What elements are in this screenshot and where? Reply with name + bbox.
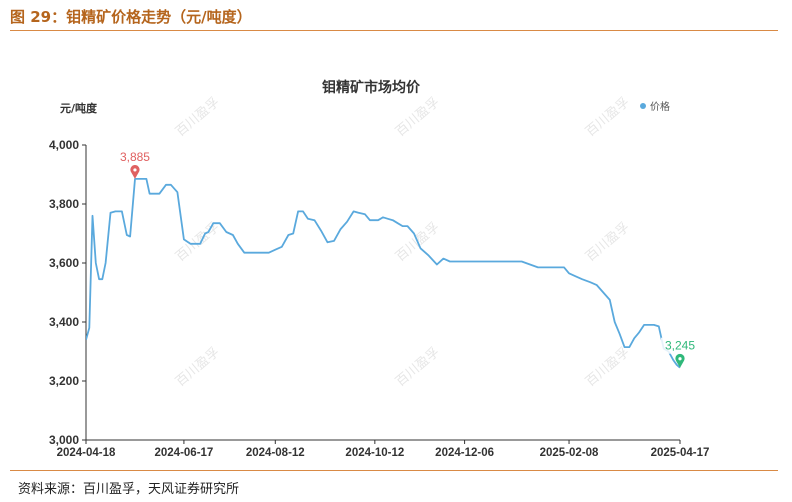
bottom-divider <box>10 470 778 471</box>
x-tick-label: 2024-04-18 <box>57 447 116 459</box>
annotations: 3,885 3,245 <box>115 148 699 368</box>
watermark-text: 百川盈孚 <box>393 95 442 140</box>
source-note: 资料来源：百川盈孚，天风证券研究所 <box>18 482 240 497</box>
y-axis-ticks: 3,000 3,200 3,400 3,600 3,800 4,000 <box>49 138 86 447</box>
annotation-label-bg <box>115 148 154 165</box>
annotation-max: 3,885 <box>115 148 154 179</box>
watermark-text: 百川盈孚 <box>583 220 632 265</box>
x-tick-label: 2024-10-12 <box>345 447 404 459</box>
figure-title: 图 29：钼精矿价格走势（元/吨度） <box>10 8 252 26</box>
x-tick-label: 2024-12-06 <box>435 447 494 459</box>
annotation-pin <box>675 353 685 368</box>
annotation-label-bg <box>661 337 699 354</box>
x-tick-label: 2025-04-17 <box>651 447 710 459</box>
annotation-label: 3,245 <box>665 339 695 353</box>
y-tick-label: 3,400 <box>49 315 79 329</box>
watermark-text: 百川盈孚 <box>173 220 222 265</box>
x-tick-label: 2024-08-12 <box>246 447 305 459</box>
watermark-text: 百川盈孚 <box>173 345 222 390</box>
x-axis-ticks: 2024-04-18 2024-06-17 2024-08-12 2024-10-12… <box>57 440 710 459</box>
x-tick-label: 2025-02-08 <box>540 447 599 459</box>
watermark-text: 百川盈孚 <box>583 95 632 140</box>
series-line-price <box>86 178 681 369</box>
annotation-pin-dot <box>678 357 682 361</box>
y-tick-label: 3,200 <box>49 374 79 388</box>
watermark-text: 百川盈孚 <box>173 95 222 140</box>
annotation-pin <box>130 165 140 179</box>
y-axis-unit-label: 元/吨度 <box>60 101 98 115</box>
y-tick-label: 3,800 <box>49 197 79 211</box>
watermark-text: 百川盈孚 <box>393 345 442 390</box>
y-tick-label: 3,000 <box>49 433 79 447</box>
annotation-min: 3,245 <box>661 337 699 368</box>
annotation-label: 3,885 <box>120 150 150 164</box>
watermark-text: 百川盈孚 <box>583 345 632 390</box>
y-tick-label: 3,600 <box>49 256 79 270</box>
annotation-pin-dot <box>133 168 137 172</box>
y-tick-label: 4,000 <box>49 138 79 152</box>
x-tick-label: 2024-06-17 <box>154 447 213 459</box>
legend-label: 价格 <box>650 100 670 113</box>
top-divider <box>10 30 778 31</box>
legend: 价格 <box>640 100 670 113</box>
chart-title: 钼精矿市场均价 <box>322 79 421 96</box>
legend-swatch <box>640 103 646 109</box>
